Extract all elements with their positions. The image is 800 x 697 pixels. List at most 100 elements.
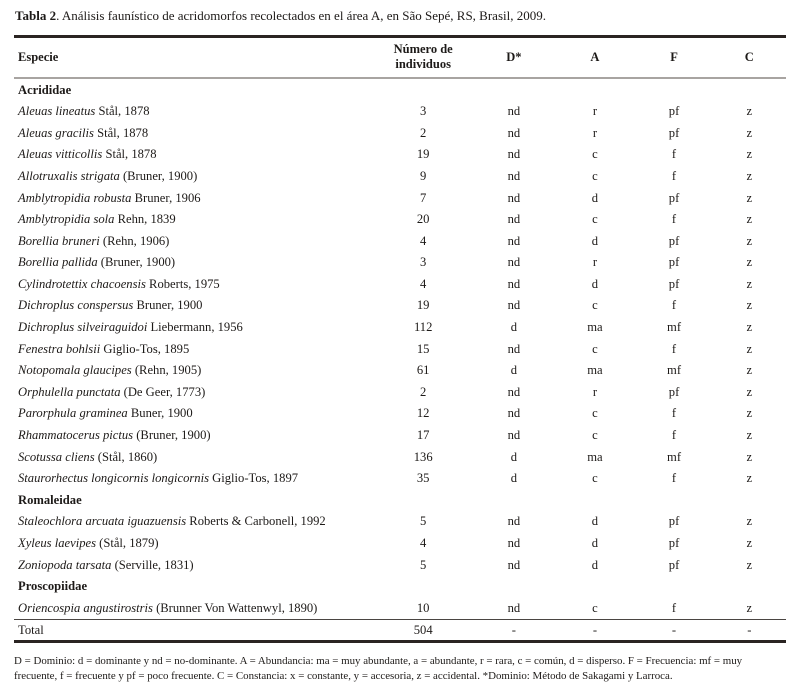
species-binomial: Xyleus laevipes — [18, 536, 96, 551]
species-row: Borellia pallida (Bruner, 1900) 3 nd r pf z — [14, 252, 786, 274]
value-cell-a: - — [554, 619, 636, 642]
value-cell-d: nd — [507, 104, 521, 119]
value-cell-a: r — [592, 384, 598, 399]
species-row: Notopomala glaucipes (Rehn, 1905) 61 d ma mf… — [14, 360, 786, 382]
value-cell-f: mf — [667, 320, 682, 335]
value-cell-f: f — [671, 341, 677, 356]
species-name-cell: Cylindrotettix chacoensis Roberts, 1975 — [14, 274, 373, 296]
value-cell-f: pf — [668, 104, 680, 119]
table-title: Tabla 2. Análisis faunístico de acridomo… — [15, 8, 786, 24]
value-cell-d: nd — [507, 255, 521, 270]
species-binomial: Fenestra bohlsii — [18, 341, 101, 356]
value-cell-c: z — [746, 536, 753, 551]
species-name-cell: Oriencospia angustirostris (Brunner Von … — [14, 598, 373, 620]
species-author: (Rehn, 1906) — [99, 233, 170, 248]
value-cell-n: 136 — [413, 449, 433, 464]
value-cell-d: nd — [507, 514, 521, 529]
family-section-row: Proscopiidae — [14, 576, 786, 598]
value-cell-d: nd — [507, 428, 521, 443]
species-name-cell: Borellia bruneri (Rehn, 1906) — [14, 230, 373, 252]
column-header-dominio: D* — [473, 36, 555, 80]
species-binomial: Parorphula graminea — [18, 406, 128, 421]
species-row: Borellia bruneri (Rehn, 1906) 4 nd d pf z — [14, 230, 786, 252]
value-cell-f: f — [671, 428, 677, 443]
value-cell-a: d — [591, 233, 599, 248]
value-cell-n: 5 — [420, 557, 427, 572]
species-author: Rehn, 1839 — [114, 212, 176, 227]
value-cell-f: f — [671, 298, 677, 313]
table-header: Especie Número de individuos D* A F C — [14, 36, 786, 80]
value-cell-c: z — [746, 600, 753, 615]
species-binomial: Oriencospia angustirostris — [18, 600, 153, 615]
value-cell-a: c — [592, 212, 598, 227]
value-cell-n: 3 — [420, 255, 427, 270]
value-cell-a: c — [592, 298, 598, 313]
value-cell-f: f — [671, 168, 677, 183]
value-cell-n: 9 — [420, 168, 427, 183]
table-title-text: . Análisis faunístico de acridomorfos re… — [56, 8, 546, 23]
species-row: Dichroplus conspersus Bruner, 1900 19 nd c f… — [14, 295, 786, 317]
value-cell-f: pf — [668, 557, 680, 572]
value-cell-a: ma — [587, 363, 603, 378]
value-cell-d: nd — [507, 341, 521, 356]
species-row: Aleuas gracilis Stål, 1878 2 nd r pf z — [14, 122, 786, 144]
value-cell-a: c — [592, 147, 598, 162]
species-row: Staleochlora arcuata iguazuensis Roberts… — [14, 511, 786, 533]
value-cell-f: pf — [668, 384, 680, 399]
value-cell-n: 504 — [372, 619, 474, 642]
species-name-cell: Notopomala glaucipes (Rehn, 1905) — [14, 360, 373, 382]
species-row: Aleuas vitticollis Stål, 1878 19 nd c f z — [14, 144, 786, 166]
species-author: Buner, 1900 — [127, 406, 193, 421]
value-cell-n: 10 — [416, 600, 430, 615]
species-name-cell: Dichroplus silveiraguidoi Liebermann, 19… — [14, 317, 373, 339]
value-cell-c: z — [746, 104, 753, 119]
value-cell-d: d — [510, 320, 518, 335]
species-binomial: Allotruxalis strigata — [18, 168, 120, 183]
species-name-cell: Staurorhectus longicornis longicornis Gi… — [14, 468, 373, 490]
value-cell-n: 5 — [420, 514, 427, 529]
value-cell-n: 61 — [416, 363, 430, 378]
value-cell-f: pf — [668, 233, 680, 248]
species-name-cell: Aleuas gracilis Stål, 1878 — [14, 122, 373, 144]
value-cell-c: z — [746, 276, 753, 291]
species-author: (Bruner, 1900) — [119, 168, 198, 183]
species-name-cell: Orphulella punctata (De Geer, 1773) — [14, 382, 373, 404]
value-cell-d: nd — [507, 600, 521, 615]
value-cell-c: z — [746, 471, 753, 486]
species-name-cell: Dichroplus conspersus Bruner, 1900 — [14, 295, 373, 317]
value-cell-f: f — [671, 600, 677, 615]
value-cell-f: mf — [667, 363, 682, 378]
species-row: Amblytropidia sola Rehn, 1839 20 nd c f z — [14, 209, 786, 231]
value-cell-a: ma — [587, 449, 603, 464]
value-cell-d: nd — [507, 168, 521, 183]
species-author: (Rehn, 1905) — [131, 363, 202, 378]
value-cell-d: nd — [507, 190, 521, 205]
species-name-cell: Amblytropidia sola Rehn, 1839 — [14, 209, 373, 231]
column-header-numero-line1: Número de — [393, 42, 453, 57]
value-cell-f: f — [671, 406, 677, 421]
species-author: Roberts & Carbonell, 1992 — [186, 514, 326, 529]
value-cell-a: d — [591, 536, 599, 551]
value-cell-d: nd — [507, 147, 521, 162]
species-name-cell: Xyleus laevipes (Stål, 1879) — [14, 533, 373, 555]
value-cell-a: c — [592, 406, 598, 421]
column-header-frecuencia: F — [635, 36, 713, 80]
species-name-cell: Rhammatocerus pictus (Bruner, 1900) — [14, 425, 373, 447]
value-cell-d: nd — [507, 233, 521, 248]
species-binomial: Borellia pallida — [18, 255, 98, 270]
header-row: Especie Número de individuos D* A F C — [14, 36, 786, 80]
species-row: Orphulella punctata (De Geer, 1773) 2 nd r p… — [14, 382, 786, 404]
value-cell-c: z — [746, 125, 753, 140]
value-cell-c: z — [746, 406, 753, 421]
value-cell-c: z — [746, 190, 753, 205]
value-cell-n: 20 — [416, 212, 430, 227]
value-cell-d: d — [510, 449, 518, 464]
species-binomial: Staleochlora arcuata iguazuensis — [18, 514, 187, 529]
value-cell-d: nd — [507, 125, 521, 140]
value-cell-c: z — [746, 233, 753, 248]
value-cell-a: c — [592, 341, 598, 356]
species-binomial: Dichroplus silveiraguidoi — [18, 320, 148, 335]
value-cell-n: 2 — [420, 125, 427, 140]
value-cell-d: nd — [507, 406, 521, 421]
value-cell-n: 19 — [416, 298, 430, 313]
